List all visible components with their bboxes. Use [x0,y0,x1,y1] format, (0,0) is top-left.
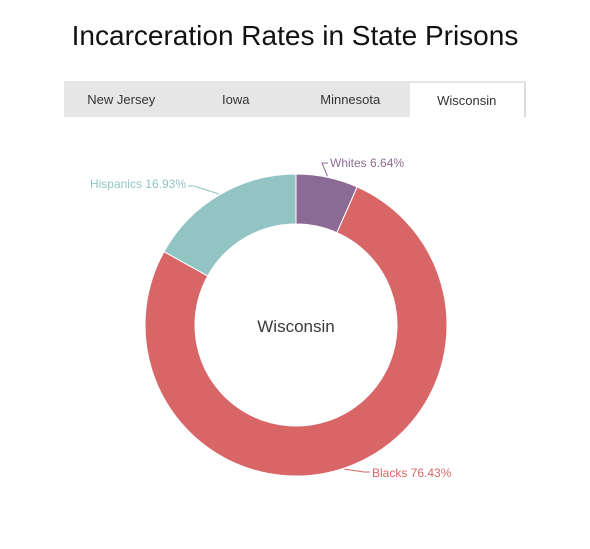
slice-label-hispanics: Hispanics 16.93% [90,177,186,191]
slice-hispanics[interactable] [163,173,297,277]
slice-blacks[interactable] [144,186,448,477]
tab-new-jersey[interactable]: New Jersey [87,91,156,107]
slice-label-whites: Whites 6.64% [330,156,404,170]
page-title: Incarceration Rates in State Prisons [71,20,519,51]
state-tab-bar: New Jersey Iowa Minnesota Wisconsin [64,81,526,117]
label-connector-blacks [344,468,370,473]
tab-wisconsin[interactable]: Wisconsin [407,81,526,117]
chart-center-label: Wisconsin [257,317,334,336]
label-connector-hispanics [188,185,220,195]
tab-minnesota[interactable]: Minnesota [320,91,381,107]
tab-iowa[interactable]: Iowa [222,91,250,107]
label-connector-whites [321,162,328,177]
slice-label-blacks: Blacks 76.43% [372,466,452,480]
